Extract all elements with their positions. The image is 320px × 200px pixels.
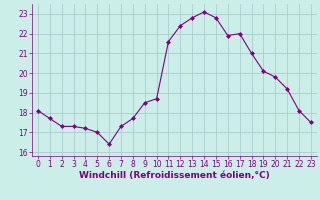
X-axis label: Windchill (Refroidissement éolien,°C): Windchill (Refroidissement éolien,°C) [79,171,270,180]
